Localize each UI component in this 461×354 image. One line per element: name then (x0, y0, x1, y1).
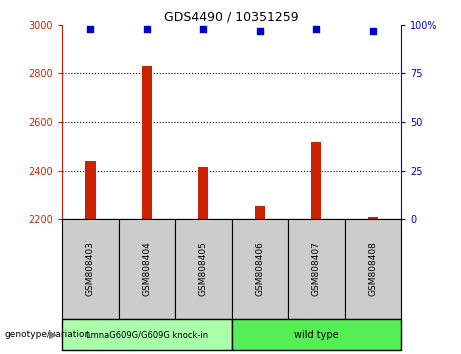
Bar (62, 319, 231, 350)
Text: wild type: wild type (294, 330, 339, 339)
Bar (344, 219, 401, 319)
Bar (311, 142, 321, 219)
Bar (198, 167, 208, 219)
Text: GSM808408: GSM808408 (368, 241, 378, 297)
Bar (231, 319, 401, 350)
Bar (175, 219, 231, 319)
Point (87, 26, 94, 32)
Text: GSM808404: GSM808404 (142, 242, 152, 296)
Text: LmnaG609G/G609G knock-in: LmnaG609G/G609G knock-in (86, 330, 208, 339)
Bar (368, 217, 378, 219)
Title: GDS4490 / 10351259: GDS4490 / 10351259 (164, 11, 299, 24)
Bar (118, 219, 175, 319)
Bar (288, 219, 344, 319)
Bar (62, 219, 118, 319)
Text: GSM808403: GSM808403 (86, 241, 95, 297)
Point (369, 28, 377, 33)
Text: GSM808406: GSM808406 (255, 241, 265, 297)
Point (313, 26, 320, 32)
Text: ▶: ▶ (49, 330, 58, 339)
Point (256, 28, 264, 33)
Point (143, 26, 151, 32)
Text: GSM808405: GSM808405 (199, 241, 208, 297)
Text: GSM808407: GSM808407 (312, 241, 321, 297)
Text: genotype/variation: genotype/variation (5, 330, 91, 339)
Bar (255, 206, 265, 219)
Bar (85, 161, 95, 219)
Point (200, 26, 207, 32)
Bar (231, 219, 288, 319)
Bar (142, 66, 152, 219)
